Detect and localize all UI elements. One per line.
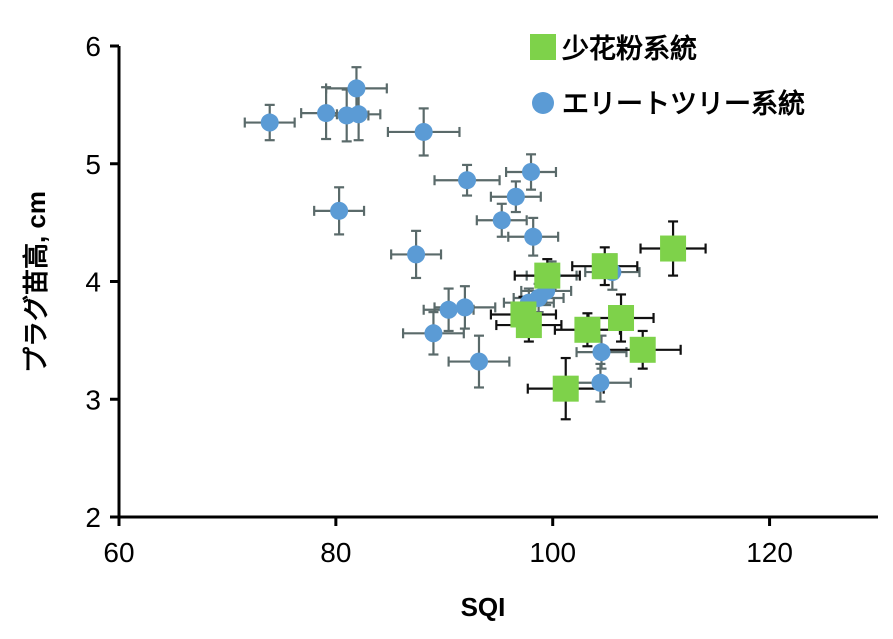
y-tick-label: 2 (85, 502, 101, 533)
x-ticks: 60 80 100 120 (103, 517, 793, 568)
circle-marker (347, 79, 366, 98)
square-marker (591, 253, 618, 280)
circle-marker (458, 171, 477, 190)
square-marker (552, 375, 579, 402)
x-tick-label: 60 (103, 537, 134, 568)
square-marker (534, 262, 561, 289)
axes: 60 80 100 120 2 3 4 5 6 (85, 31, 878, 568)
circle-marker (492, 211, 511, 230)
legend-circle-icon (532, 92, 554, 114)
circle-marker (330, 201, 349, 220)
circle-marker (524, 227, 543, 246)
y-axis-title: プラグ苗高, cm (21, 191, 51, 373)
circle-marker (522, 162, 541, 181)
square-marker (608, 305, 635, 332)
square-marker (574, 316, 601, 343)
circle-marker (414, 122, 433, 141)
square-marker (660, 235, 687, 262)
x-tick-label: 80 (320, 537, 351, 568)
circle-marker (407, 245, 426, 264)
legend-label-elite-tree: エリートツリー系統 (562, 88, 805, 120)
square-marker (629, 336, 656, 363)
x-axis-title: SQI (461, 592, 506, 622)
circle-marker (506, 187, 525, 206)
circle-marker (592, 343, 611, 362)
y-tick-label: 6 (85, 31, 101, 62)
legend-label-low-pollen: 少花粉系統 (562, 33, 697, 65)
y-tick-label: 5 (85, 149, 101, 180)
y-tick-label: 3 (85, 384, 101, 415)
markers-layer (260, 79, 687, 402)
circle-marker (260, 113, 279, 132)
circle-marker (455, 298, 474, 317)
circle-marker (591, 373, 610, 392)
circle-marker (439, 300, 458, 319)
circle-marker (469, 352, 488, 371)
y-ticks: 2 3 4 5 6 (85, 31, 119, 533)
x-tick-label: 120 (746, 537, 793, 568)
square-marker (515, 312, 542, 339)
legend-square-icon (530, 34, 556, 60)
y-tick-label: 4 (85, 267, 101, 298)
circle-marker (317, 104, 336, 123)
x-tick-label: 100 (529, 537, 576, 568)
circle-marker (424, 324, 443, 343)
circle-marker (349, 105, 368, 124)
